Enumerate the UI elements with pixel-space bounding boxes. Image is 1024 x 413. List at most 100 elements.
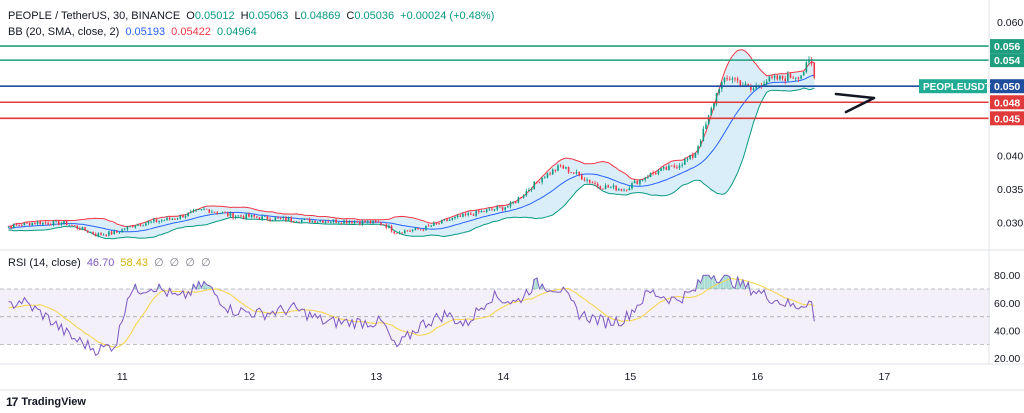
candle bbox=[168, 216, 171, 221]
candle bbox=[258, 216, 261, 220]
candle bbox=[79, 226, 81, 231]
candle bbox=[300, 219, 303, 223]
brand[interactable]: 17 TradingView bbox=[6, 395, 86, 409]
candle bbox=[44, 220, 47, 225]
level-tag-2 bbox=[990, 79, 1024, 94]
candle bbox=[401, 232, 403, 234]
rsi-legend[interactable]: RSI (14, close) 46.70 58.43 ∅ ∅ ∅ ∅ bbox=[8, 256, 214, 269]
candle-body bbox=[499, 206, 501, 208]
candle-body bbox=[81, 227, 84, 231]
candle bbox=[219, 213, 221, 215]
bb-label: BB (20, SMA, close, 2) bbox=[8, 26, 120, 38]
candle-body bbox=[705, 124, 707, 129]
candle bbox=[160, 219, 163, 223]
candle bbox=[654, 171, 657, 176]
rsi-overbought-fill bbox=[134, 275, 750, 289]
candle bbox=[617, 187, 620, 191]
symbol-tag[interactable] bbox=[919, 79, 987, 94]
candle bbox=[501, 206, 504, 212]
candle bbox=[528, 187, 530, 192]
rsi-line bbox=[8, 274, 815, 357]
candle-body bbox=[86, 230, 89, 233]
candle bbox=[250, 214, 253, 219]
candle-body bbox=[380, 222, 382, 225]
candle-body bbox=[765, 81, 768, 84]
candle-body bbox=[134, 225, 137, 228]
candle bbox=[393, 231, 396, 235]
arrow-annotation-icon[interactable] bbox=[834, 92, 876, 114]
candle bbox=[322, 219, 324, 224]
candle-body bbox=[57, 220, 60, 225]
candle-body bbox=[615, 185, 617, 191]
candle bbox=[517, 196, 520, 204]
candle bbox=[232, 212, 234, 220]
candle bbox=[65, 219, 68, 226]
candle bbox=[324, 220, 327, 225]
candle-body bbox=[581, 175, 583, 180]
candle bbox=[303, 218, 306, 221]
candle-body bbox=[176, 218, 179, 220]
candle bbox=[10, 226, 12, 230]
candle-body bbox=[591, 182, 594, 184]
candle bbox=[306, 218, 308, 220]
candle bbox=[205, 208, 208, 210]
candle bbox=[591, 180, 594, 184]
candle bbox=[763, 80, 765, 87]
candle bbox=[514, 201, 517, 204]
candle-body bbox=[42, 222, 44, 225]
candle-body bbox=[396, 233, 398, 234]
candle bbox=[522, 194, 525, 199]
candle-body bbox=[728, 79, 731, 81]
candle bbox=[702, 126, 705, 142]
candle-body bbox=[277, 217, 279, 219]
candle-body bbox=[813, 62, 816, 78]
candle-body bbox=[324, 221, 327, 223]
open-value: 0.05012 bbox=[194, 10, 235, 22]
candle bbox=[293, 220, 295, 223]
candle bbox=[216, 211, 219, 215]
candle-body bbox=[509, 202, 512, 207]
candle bbox=[351, 220, 353, 225]
candle-body bbox=[750, 86, 752, 90]
candle-body bbox=[425, 225, 427, 231]
candle-body bbox=[557, 165, 559, 171]
candle-body bbox=[430, 225, 432, 227]
candle-body bbox=[549, 173, 551, 175]
candle-body bbox=[747, 83, 750, 87]
candle bbox=[348, 219, 351, 224]
candle-body bbox=[739, 80, 742, 86]
candle-body bbox=[34, 222, 36, 224]
candle-body bbox=[657, 170, 660, 175]
candle bbox=[530, 187, 533, 193]
candle-body bbox=[10, 226, 12, 229]
candle bbox=[699, 139, 702, 147]
candle bbox=[298, 221, 300, 223]
candle bbox=[113, 229, 115, 235]
candle-body bbox=[171, 219, 174, 220]
candle bbox=[728, 76, 731, 81]
candle bbox=[599, 185, 602, 190]
rsi-ma-line bbox=[8, 278, 815, 349]
candle bbox=[187, 212, 189, 217]
candle-body bbox=[153, 219, 155, 222]
candle bbox=[316, 221, 319, 224]
candle bbox=[615, 185, 617, 192]
candle bbox=[660, 167, 662, 172]
bb-legend[interactable]: BB (20, SMA, close, 2) 0.05193 0.05422 0… bbox=[8, 26, 260, 38]
candle-body bbox=[784, 78, 787, 82]
candle bbox=[337, 221, 340, 224]
candle bbox=[789, 72, 792, 79]
bb-basis-line bbox=[8, 74, 815, 233]
candle bbox=[652, 170, 654, 176]
level-tag-4 bbox=[990, 111, 1024, 126]
candle-body bbox=[536, 181, 538, 183]
candle-body bbox=[314, 220, 316, 223]
candle bbox=[102, 233, 105, 236]
time-tick-label: 17 bbox=[879, 371, 891, 383]
candle-body bbox=[617, 189, 620, 191]
candle bbox=[586, 177, 588, 183]
candle-body bbox=[7, 226, 10, 228]
candle-body bbox=[573, 172, 575, 174]
candle-body bbox=[295, 221, 298, 223]
